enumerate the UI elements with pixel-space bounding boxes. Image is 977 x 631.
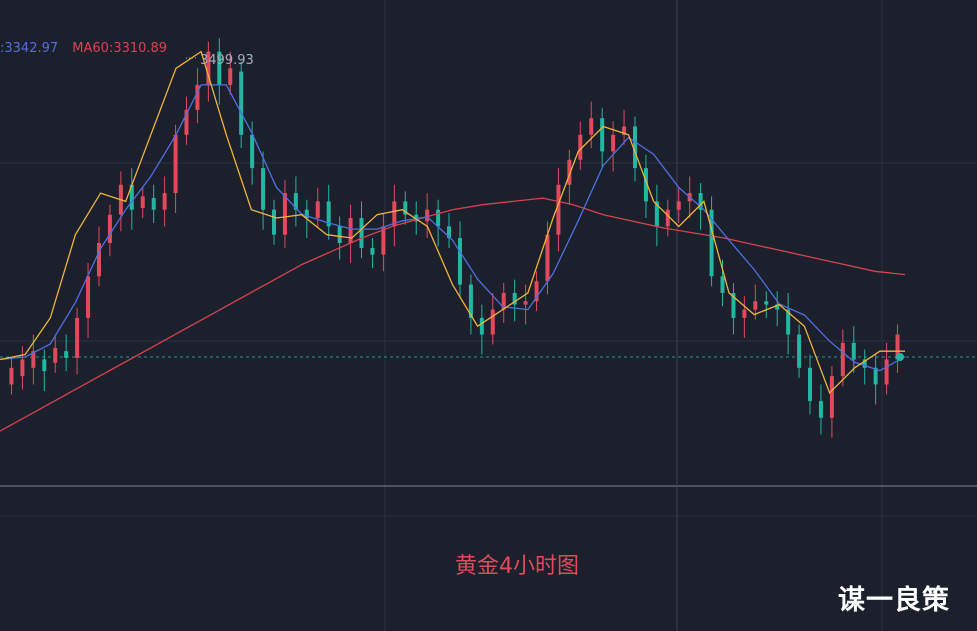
candle-body — [742, 309, 747, 318]
candle-body — [184, 109, 189, 135]
ma-mid-line — [0, 84, 906, 372]
candle-body — [140, 196, 145, 209]
candle-body — [622, 126, 627, 135]
candle-body — [315, 201, 320, 219]
candle-body — [611, 134, 616, 152]
candle-body — [665, 209, 670, 227]
peak-price-label: 3499.93 — [200, 53, 254, 68]
candle-body — [129, 184, 134, 210]
candle-body — [632, 126, 637, 169]
candle-body — [818, 401, 823, 418]
candle-body — [20, 359, 25, 377]
candle-body — [173, 134, 178, 194]
ma60-value: MA60:3310.89 — [72, 41, 168, 56]
candle-body — [42, 359, 47, 372]
candle-body — [239, 71, 244, 135]
candle-body — [851, 342, 856, 360]
candle-body — [578, 134, 583, 160]
candle-body — [31, 351, 36, 368]
candle-body — [75, 317, 80, 358]
candle-body — [589, 118, 594, 135]
candle-body — [709, 209, 714, 277]
candle-body — [457, 238, 462, 285]
candle-body — [282, 193, 287, 235]
candle-body — [195, 84, 200, 110]
candle-body — [293, 193, 298, 210]
candle-body — [359, 218, 364, 248]
candle-body — [764, 301, 769, 305]
candle-body — [501, 292, 506, 310]
candle-body — [654, 201, 659, 227]
candle-body — [512, 292, 517, 305]
candle-body — [676, 201, 681, 210]
candle-body — [873, 367, 878, 385]
watermark-text: 谋一良策 — [838, 585, 950, 616]
candle-body — [808, 367, 813, 402]
candle-body — [884, 359, 889, 385]
candle-body — [556, 184, 561, 235]
candle-body — [840, 342, 845, 377]
candle-body — [468, 284, 473, 318]
ma-fast-line — [0, 50, 905, 394]
candle-body — [523, 301, 528, 305]
candle-body — [862, 359, 867, 368]
candle-body — [797, 334, 802, 368]
candle-body — [107, 214, 112, 243]
current-price-dot — [896, 353, 904, 361]
candle-body — [326, 201, 331, 227]
candle-body — [250, 134, 255, 169]
ma60-line — [0, 197, 906, 432]
candle-body — [86, 276, 91, 318]
candle-body — [479, 317, 484, 335]
candle-body — [829, 376, 834, 418]
candle-body — [217, 51, 222, 85]
candle-body — [643, 168, 648, 202]
candle-body — [490, 309, 495, 335]
candle-body — [381, 226, 386, 255]
candle-body — [272, 209, 277, 235]
candle-body — [753, 301, 758, 310]
candle-body — [731, 292, 736, 318]
candle-body — [600, 118, 605, 152]
candle-body — [304, 209, 309, 219]
candle-body — [895, 334, 900, 360]
candle-body — [392, 201, 397, 227]
candle-body — [403, 201, 408, 215]
chart-caption: 黄金4小时图 — [455, 554, 579, 579]
candle-body — [206, 51, 211, 85]
candle-body — [9, 367, 14, 385]
candle-body — [720, 276, 725, 293]
ma-blue-value: :3342.97 — [0, 41, 59, 56]
candle-body — [425, 209, 430, 222]
candle-body — [447, 226, 452, 239]
candle-body — [228, 68, 233, 85]
candle-body — [698, 193, 703, 210]
candle-body — [775, 304, 780, 310]
candle-body — [162, 193, 167, 210]
candle-body — [436, 209, 441, 227]
candle-body — [64, 351, 69, 358]
candle-body — [337, 226, 342, 243]
candle-body — [370, 247, 375, 255]
candle-body — [534, 281, 539, 302]
candle-body — [348, 218, 353, 243]
candle-body — [151, 198, 156, 210]
candle-body — [545, 234, 550, 282]
candle-body — [567, 159, 572, 185]
candle-body — [786, 309, 791, 335]
candle-body — [261, 168, 266, 210]
candle-body — [96, 243, 101, 277]
candle-body — [53, 347, 58, 363]
ma-legend: :3342.97 MA60:3310.89 — [0, 41, 177, 56]
